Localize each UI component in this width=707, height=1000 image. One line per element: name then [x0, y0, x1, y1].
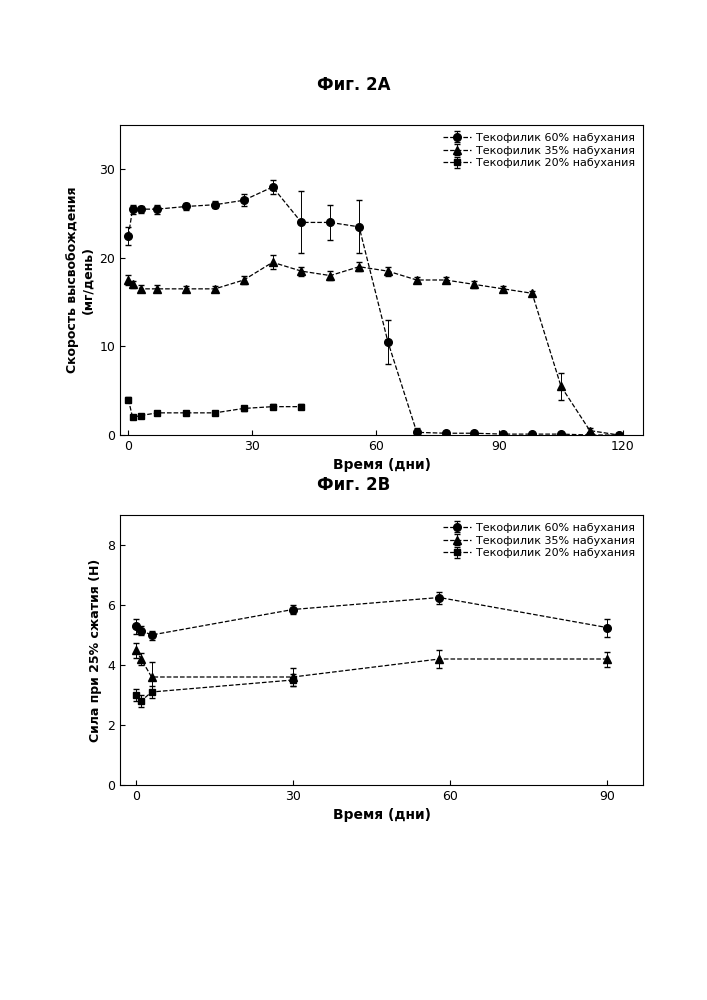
Y-axis label: Скорость высвобождения
(мг/день): Скорость высвобождения (мг/день) — [66, 187, 94, 373]
Text: Фиг. 2А: Фиг. 2А — [317, 76, 390, 94]
Legend: Текофилик 60% набухания, Текофилик 35% набухания, Текофилик 20% набухания: Текофилик 60% набухания, Текофилик 35% н… — [441, 131, 638, 171]
Y-axis label: Сила при 25% сжатия (Н): Сила при 25% сжатия (Н) — [89, 558, 102, 742]
X-axis label: Время (дни): Время (дни) — [333, 808, 431, 822]
Legend: Текофилик 60% набухания, Текофилик 35% набухания, Текофилик 20% набухания: Текофилик 60% набухания, Текофилик 35% н… — [441, 521, 638, 561]
Text: Фиг. 2В: Фиг. 2В — [317, 476, 390, 494]
X-axis label: Время (дни): Время (дни) — [333, 458, 431, 472]
